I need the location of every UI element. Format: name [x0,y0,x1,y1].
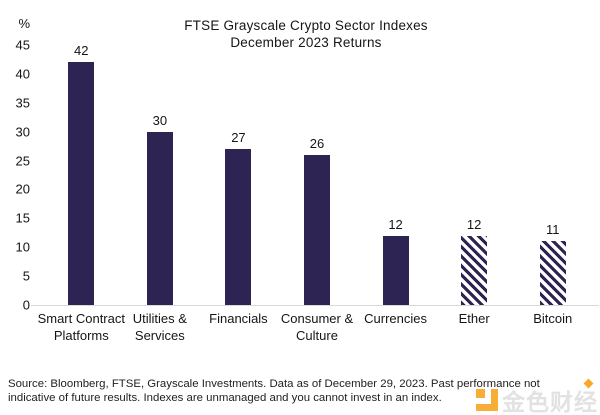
x-category-label: Financials [209,311,268,326]
bar-value-label: 27 [231,130,246,145]
y-tick-label: 35 [15,95,30,111]
chart-title-block: FTSE Grayscale Crypto Sector Indexes Dec… [12,17,600,51]
bar-value-label: 42 [74,43,89,59]
bar-hatched [461,235,488,305]
y-tick-label: 20 [15,181,30,197]
chart-subtitle: December 2023 Returns [230,35,382,50]
bar-value-label: 26 [309,135,325,151]
watermark-text-label: 金色财经 [502,389,598,415]
y-tick-label: 0 [22,297,30,313]
bar-hatched [539,241,566,305]
y-tick-label: 10 [15,239,30,255]
watermark-logo-bracket [476,389,498,411]
x-category-label: Ether [458,311,490,326]
bar-solid [304,154,330,305]
watermark-logo-square [476,389,485,398]
x-category-label: Currencies [364,311,427,326]
bar-solid [225,149,252,305]
y-tick-label: 25 [15,153,30,169]
bar-value-label: 30 [152,112,168,128]
source-note-line-1: Source: Bloomberg, FTSE, Grayscale Inves… [8,378,540,390]
watermark: 金色财经 [476,378,598,415]
x-category-label: Bitcoin [533,311,573,326]
bar-solid [382,235,409,305]
bar-solid [68,62,95,305]
bar-solid [146,131,173,305]
watermark-text: 金色财经 [502,378,598,415]
y-axis-unit-label: % [18,16,30,31]
y-tick-label: 5 [22,268,30,284]
y-tick-label: 40 [15,66,30,82]
bar-value-label: 11 [545,222,560,238]
x-category-label: Utilities & Services [132,311,187,343]
y-tick-label: 15 [15,210,30,226]
source-note-line-2: indicative of future results. Indexes ar… [8,392,442,405]
source-note: Source: Bloomberg, FTSE, Grayscale Inves… [8,377,598,406]
y-tick-label: 30 [15,124,30,140]
chart-title: FTSE Grayscale Crypto Sector Indexes [184,18,428,33]
y-tick-label: 45 [15,37,30,53]
x-axis-line [31,305,599,306]
bar-value-label: 12 [466,216,482,232]
x-category-label: Smart Contract Platforms [37,311,125,343]
bar-value-label: 12 [388,216,403,232]
watermark-logo-icon [476,389,498,411]
x-category-label: Consumer & Culture [280,311,354,343]
